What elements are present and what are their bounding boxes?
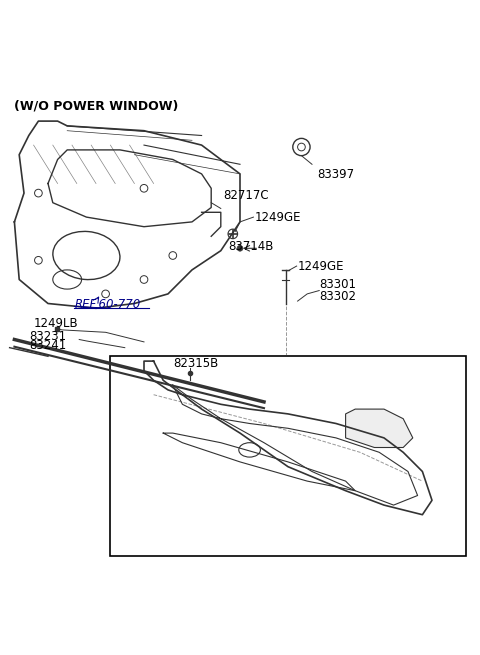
Text: 82717C: 82717C xyxy=(223,189,269,202)
Text: (W/O POWER WINDOW): (W/O POWER WINDOW) xyxy=(14,100,179,113)
Circle shape xyxy=(237,246,243,251)
Text: 83714B: 83714B xyxy=(228,240,274,253)
Text: REF.60-770: REF.60-770 xyxy=(74,298,141,311)
Text: 83301: 83301 xyxy=(319,278,356,291)
Text: 1249LB: 1249LB xyxy=(34,317,78,330)
Text: 83231: 83231 xyxy=(29,329,66,343)
Polygon shape xyxy=(346,409,413,447)
Text: 1249GE: 1249GE xyxy=(254,211,301,223)
Text: 1249GE: 1249GE xyxy=(298,259,344,272)
Text: 83241: 83241 xyxy=(29,339,66,352)
Text: 83302: 83302 xyxy=(319,290,356,303)
Text: 82315B: 82315B xyxy=(173,357,218,370)
Text: 83397: 83397 xyxy=(317,168,354,181)
